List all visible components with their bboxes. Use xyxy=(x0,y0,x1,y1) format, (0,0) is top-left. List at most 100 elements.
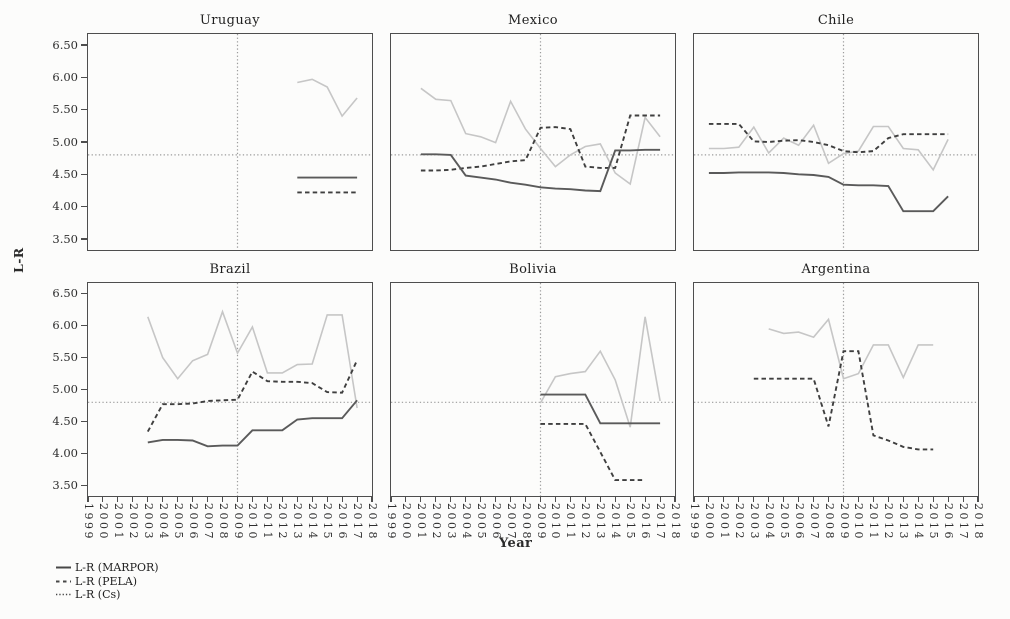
y-tick-label: 6.50 xyxy=(52,286,78,301)
x-tick-label: 2004 xyxy=(762,503,776,541)
y-tick xyxy=(81,173,87,175)
x-tick-label: 2011 xyxy=(261,503,275,541)
x-tick xyxy=(753,497,755,502)
x-tick-label: 2001 xyxy=(414,503,428,541)
x-tick-label: 1999 xyxy=(385,503,398,541)
x-tick xyxy=(405,497,407,502)
x-tick xyxy=(872,497,874,502)
x-tick xyxy=(102,497,104,502)
x-tick-label: 2010 xyxy=(246,503,260,541)
series-cs-line xyxy=(297,78,358,118)
x-tick-label: 1999 xyxy=(688,503,701,541)
x-tick xyxy=(420,497,422,502)
y-tick xyxy=(81,388,87,391)
y-tick xyxy=(81,484,87,486)
y-tick xyxy=(81,420,87,422)
plot-area-uruguay xyxy=(88,34,372,250)
x-tick-label: 2011 xyxy=(867,503,881,541)
x-tick xyxy=(87,497,89,502)
x-tick xyxy=(341,497,343,502)
panel-title-brazil: Brazil xyxy=(209,262,251,277)
x-tick xyxy=(813,497,815,502)
x-tick xyxy=(281,497,283,502)
x-tick-label: 2017 xyxy=(957,503,971,541)
x-tick-label: 2005 xyxy=(171,503,185,541)
x-tick xyxy=(917,497,919,502)
series-cs-line xyxy=(147,309,358,409)
x-tick xyxy=(932,497,934,502)
x-tick-label: 2018 xyxy=(972,503,985,541)
x-tick-label: 1999 xyxy=(82,503,95,541)
x-tick-label: 2005 xyxy=(474,503,488,541)
series-cs-line xyxy=(420,87,661,186)
x-tick-label: 2003 xyxy=(444,503,458,541)
y-tick xyxy=(81,206,87,208)
x-tick-label: 2006 xyxy=(792,503,806,541)
x-tick xyxy=(356,497,358,502)
x-tick xyxy=(524,497,527,502)
series-marpor-line xyxy=(420,148,661,193)
x-tick-label: 2010 xyxy=(549,503,563,541)
y-axis-title: L-R xyxy=(11,247,26,273)
x-tick-label: 2009 xyxy=(231,503,245,541)
x-tick xyxy=(221,497,224,502)
x-axis-title: Year xyxy=(499,536,533,551)
x-tick xyxy=(192,497,194,502)
x-tick xyxy=(480,497,482,502)
legend-item-pela: L-R (PELA) xyxy=(55,575,159,589)
x-tick xyxy=(162,497,164,502)
panel-title-mexico: Mexico xyxy=(507,13,558,28)
x-tick xyxy=(296,497,298,502)
series-pela-line xyxy=(146,359,358,433)
x-tick-label: 2017 xyxy=(351,503,365,541)
y-tick-label: 3.50 xyxy=(52,477,78,492)
x-tick xyxy=(977,497,979,502)
x-tick-label: 2013 xyxy=(897,503,911,541)
x-tick xyxy=(644,497,646,502)
x-tick-label: 2007 xyxy=(807,503,821,541)
x-tick xyxy=(266,497,268,502)
x-tick-label: 2008 xyxy=(822,503,836,541)
panel-title-uruguay: Uruguay xyxy=(199,13,261,28)
series-pela-line xyxy=(753,350,934,451)
x-tick xyxy=(390,497,392,502)
panel-argentina xyxy=(693,282,979,497)
series-cs-line xyxy=(768,317,934,380)
panel-mexico xyxy=(390,33,676,251)
y-tick-label: 4.00 xyxy=(52,445,78,460)
x-tick-label: 2012 xyxy=(882,503,896,541)
x-tick xyxy=(251,497,253,502)
x-tick-label: 2015 xyxy=(927,503,941,541)
x-tick xyxy=(117,497,119,502)
x-tick xyxy=(887,497,889,502)
x-tick xyxy=(659,497,661,502)
series-marpor-line xyxy=(708,171,949,213)
x-tick xyxy=(510,497,512,502)
x-tick xyxy=(693,497,695,502)
x-tick-label: 2017 xyxy=(654,503,668,541)
series-pela-line xyxy=(540,422,646,482)
y-tick xyxy=(81,141,87,143)
x-tick xyxy=(783,497,785,502)
x-tick xyxy=(435,497,437,502)
x-tick-label: 2015 xyxy=(321,503,335,541)
plot-area-chile xyxy=(694,34,978,250)
legend-label-cs: L-R (Cs) xyxy=(75,588,121,602)
x-tick xyxy=(723,497,725,502)
x-tick-label: 2014 xyxy=(912,503,926,541)
legend-item-cs: L-R (Cs) xyxy=(55,588,159,602)
plot-area-brazil xyxy=(88,283,372,496)
plot-area-bolivia xyxy=(391,283,675,496)
x-tick xyxy=(584,497,586,502)
dashed-line-swatch-icon xyxy=(56,580,71,583)
x-tick xyxy=(962,497,964,502)
panel-title-chile: Chile xyxy=(817,13,855,28)
panel-brazil xyxy=(87,282,373,497)
y-tick xyxy=(81,357,87,359)
x-tick-label: 2002 xyxy=(126,503,140,541)
y-tick-label: 5.00 xyxy=(52,134,78,149)
x-tick xyxy=(450,497,452,502)
series-cs-line xyxy=(708,123,949,172)
plot-area-mexico xyxy=(391,34,675,250)
